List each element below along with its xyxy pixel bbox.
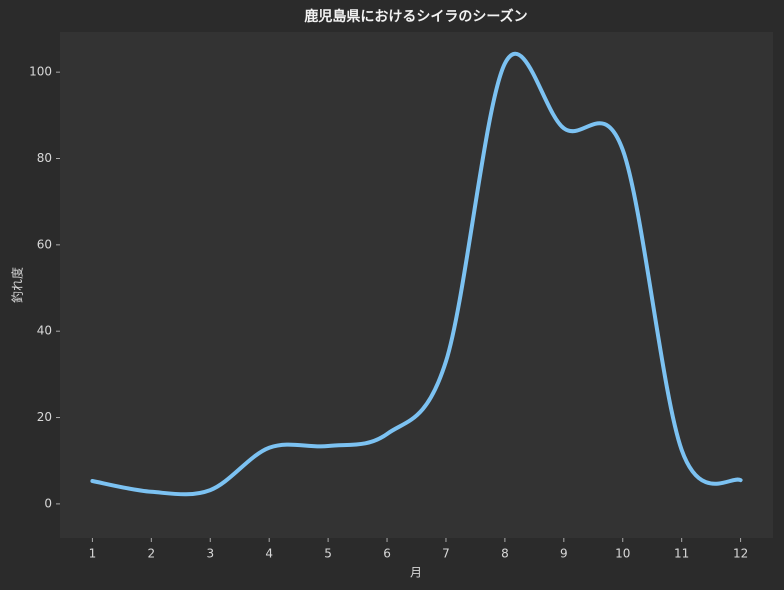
y-tick-label: 100 [29, 65, 52, 79]
x-tick-label: 8 [501, 547, 509, 561]
plot-area [60, 32, 773, 538]
chart-title: 鹿児島県におけるシイラのシーズン [303, 8, 527, 25]
y-axis-label: 釣れ度 [10, 267, 25, 303]
x-tick-label: 5 [324, 547, 332, 561]
y-tick-label: 40 [37, 324, 52, 338]
x-axis-label: 月 [410, 566, 422, 580]
y-tick-label: 80 [37, 151, 52, 165]
line [90, 51, 743, 497]
y-tick-label: 20 [37, 410, 52, 424]
x-tick-label: 2 [148, 547, 156, 561]
x-tick-label: 10 [615, 547, 630, 561]
x-tick-label: 9 [560, 547, 568, 561]
y-tick-label: 60 [37, 237, 52, 251]
x-tick-label: 3 [206, 547, 214, 561]
x-tick-label: 12 [733, 547, 748, 561]
y-tick-label: 0 [44, 496, 52, 510]
x-tick-label: 1 [89, 547, 97, 561]
x-tick-label: 4 [265, 547, 273, 561]
x-tick-label: 11 [674, 547, 689, 561]
x-tick-label: 6 [383, 547, 391, 561]
x-tick-label: 7 [442, 547, 450, 561]
